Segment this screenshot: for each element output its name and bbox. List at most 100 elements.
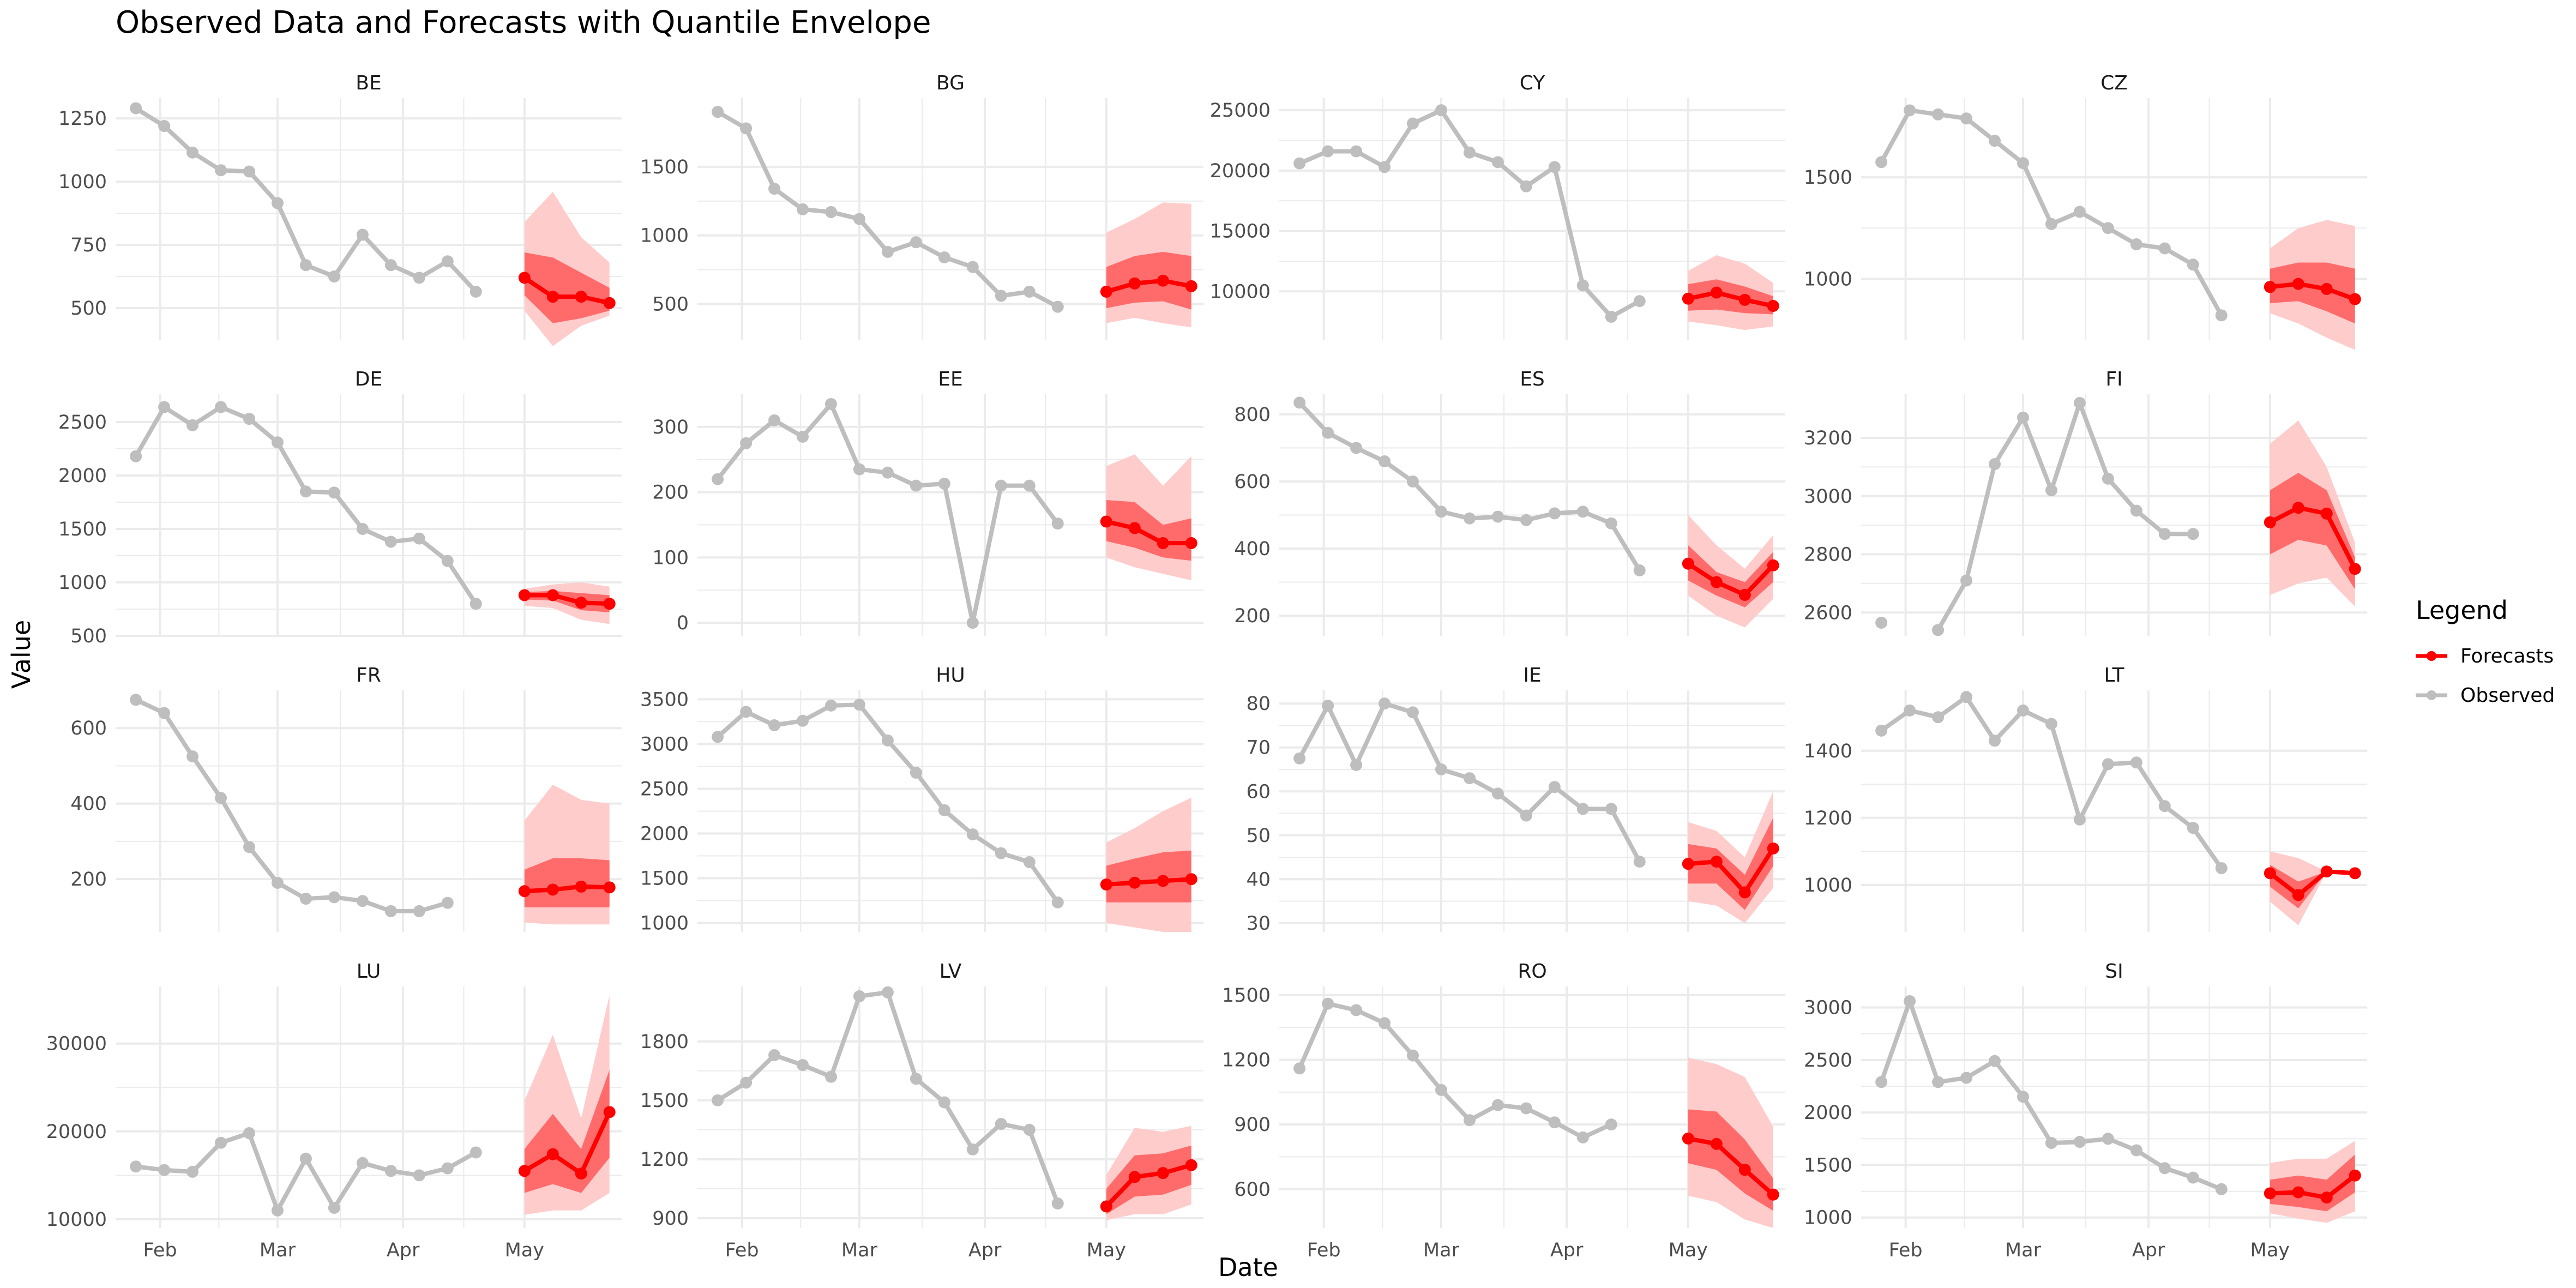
forecast-point [1157, 537, 1169, 549]
observed-point [1988, 458, 2001, 471]
observed-point [1875, 156, 1888, 168]
forecast-point [1100, 515, 1112, 528]
forecast-point [1682, 557, 1694, 570]
observed-point [797, 1059, 809, 1072]
observed-point [2045, 718, 2057, 730]
observed-point [1379, 697, 1391, 710]
quantile-band-inner [1106, 1145, 1191, 1214]
forecast-point [546, 1148, 559, 1160]
quantile-band-inner [1106, 850, 1191, 902]
y-tick-label: 20000 [1210, 160, 1271, 182]
forecast-point [1128, 876, 1141, 889]
observed-point [1576, 1131, 1589, 1143]
observed-point [824, 206, 837, 218]
forecast-point [2292, 502, 2304, 514]
observed-point [215, 792, 227, 804]
y-tick-label: 2000 [1804, 1102, 1852, 1124]
y-tick-label: 500 [652, 294, 689, 316]
y-tick-label: 10000 [46, 1209, 107, 1231]
observed-point [1633, 564, 1646, 577]
observed-point [797, 714, 809, 727]
observed-point [2102, 758, 2114, 771]
quantile-band-inner [2270, 1154, 2355, 1212]
observed-point [186, 419, 199, 431]
y-tick-label: 2500 [58, 412, 107, 434]
observed-point [1605, 310, 1617, 323]
observed-point [797, 203, 809, 215]
observed-point [995, 847, 1007, 859]
y-tick-label: 1200 [640, 1149, 689, 1171]
observed-point [853, 213, 865, 225]
observed-point [2073, 1136, 2086, 1148]
y-tick-label: 1500 [1804, 1154, 1852, 1176]
observed-point [2187, 528, 2199, 540]
forecast-point [1682, 858, 1694, 870]
quantile-band-inner [1688, 817, 1773, 910]
panel-be: BE 500 750 1000 1250 [58, 72, 622, 346]
observed-point [2158, 800, 2171, 812]
forecast-point [1100, 878, 1112, 891]
y-tick-label: 1500 [640, 1090, 689, 1112]
quantile-band-inner [524, 858, 610, 907]
y-tick-label: 1500 [640, 868, 689, 890]
observed-point [768, 1049, 781, 1062]
observed-point [243, 1127, 255, 1140]
forecast-point [575, 597, 587, 609]
x-tick-label: Feb [725, 1239, 759, 1261]
observed-point [1491, 1099, 1504, 1111]
observed-point [2102, 1133, 2114, 1145]
observed-point [356, 228, 369, 241]
y-tick-label: 800 [1234, 404, 1271, 426]
observed-point [1904, 104, 1916, 117]
observed-point [966, 828, 979, 841]
panel-ro: RO 600 900 1200 1500 Feb Mar Apr May [1222, 960, 1785, 1261]
observed-point [384, 1165, 397, 1177]
x-tick-label: Feb [1307, 1239, 1341, 1261]
forecast-point [2292, 889, 2304, 901]
forecast-point [603, 598, 616, 610]
observed-point [1051, 896, 1064, 908]
forecast-point [575, 291, 587, 303]
observed-point [1293, 1062, 1306, 1075]
observed-point [938, 478, 950, 490]
forecast-point [575, 880, 587, 893]
observed-point [966, 617, 979, 629]
forecast-point [603, 1106, 616, 1118]
observed-point [328, 1201, 340, 1214]
panel-label: ES [1520, 368, 1545, 390]
y-tick-label: 1000 [1804, 875, 1852, 896]
y-tick-label: 600 [1234, 471, 1271, 493]
y-tick-label: 1200 [1222, 1049, 1271, 1071]
observed-point [243, 165, 255, 178]
forecast-point [1738, 1164, 1751, 1176]
y-tick-label: 1000 [1804, 1207, 1852, 1229]
observed-point [2017, 1091, 2029, 1103]
observed-point [2158, 528, 2171, 540]
x-tick-label: Mar [841, 1239, 878, 1261]
observed-point [2102, 472, 2114, 485]
y-tick-label: 400 [1234, 538, 1271, 560]
observed-line [717, 110, 1059, 309]
observed-point [1406, 1049, 1419, 1062]
observed-point [740, 1076, 753, 1089]
observed-point [712, 731, 724, 743]
forecast-line [2270, 1173, 2357, 1200]
observed-point [1576, 803, 1589, 815]
forecast-line [1687, 562, 1775, 597]
observed-point [1350, 145, 1363, 158]
forecast-point [518, 589, 531, 601]
y-tick-label: 1400 [1804, 741, 1852, 762]
observed-point [1605, 1118, 1617, 1131]
observed-point [384, 535, 397, 548]
panel-label: HU [936, 664, 965, 687]
observed-point [1322, 426, 1334, 439]
y-tick-label: 30000 [46, 1033, 107, 1055]
observed-point [1293, 157, 1306, 170]
forecast-point [1767, 842, 1779, 854]
panel-hu: HU 1000 1500 2000 2500 3000 3500 [640, 664, 1203, 935]
forecast-point [2264, 867, 2276, 880]
y-tick-label: 300 [652, 417, 689, 438]
observed-line [1879, 999, 2223, 1191]
forecast-point [546, 291, 559, 303]
observed-point [2045, 484, 2057, 497]
